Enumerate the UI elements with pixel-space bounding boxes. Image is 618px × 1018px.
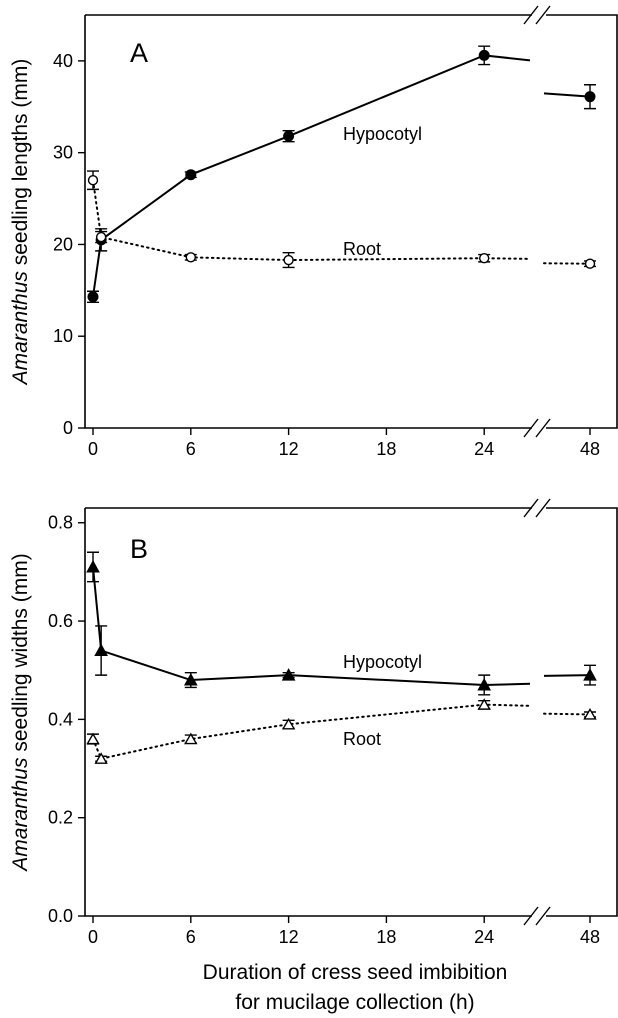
data-point [584,91,596,103]
y-tick-label: 40 [53,51,73,71]
y-axis-title: Amaranthus seedling lengths (mm) [9,59,32,387]
x-axis-title-line-2: for mucilage collection (h) [235,991,474,1014]
series-label-root: Root [343,239,381,259]
data-point [87,174,99,186]
data-point [478,49,490,61]
y-axis-title-genus: Amaranthus [9,757,32,873]
data-point [584,258,596,269]
data-point [87,291,99,303]
x-tick-label: 0 [88,927,98,947]
y-tick-label: 0.6 [48,611,73,631]
x-tick-label: 6 [186,439,196,459]
x-tick-label: 0 [88,439,98,459]
x-tick-label: 24 [474,439,494,459]
series-line-hypocotyl [92,54,531,297]
panel-label: B [130,534,148,564]
data-point [477,698,491,710]
data-point [185,169,197,181]
x-tick-label: 18 [376,439,396,459]
series-line-root [92,179,531,262]
series-label-root: Root [343,729,381,749]
x-tick-label: 48 [580,439,600,459]
y-tick-label: 30 [53,143,73,163]
data-point [281,668,296,681]
x-tick-label: 6 [186,927,196,947]
y-tick-label: 0 [63,418,73,438]
data-point [183,673,198,686]
y-tick-label: 10 [53,326,73,346]
series-line-hypocotyl [543,92,591,98]
x-axis-title-line-1: Duration of cress seed imbibition [203,961,508,984]
axis-break-mark-bottom [535,418,551,438]
x-tick-label: 18 [376,927,396,947]
data-point [283,254,294,266]
series-line-hypocotyl [543,674,591,677]
data-point [281,717,296,730]
y-axis-title-genus: Amaranthus [9,271,32,387]
series-label-hypocotyl: Hypocotyl [343,652,422,672]
data-point [185,252,197,263]
axis-break-mark-bottom [535,906,551,926]
x-tick-label: 12 [279,927,299,947]
axis-break-mark-top [523,498,539,518]
x-tick-label: 48 [580,927,600,947]
y-tick-label: 0.0 [48,906,73,926]
data-point [583,668,597,681]
series-line-root [92,703,531,760]
y-tick-label: 0.4 [48,709,73,729]
data-point [477,677,492,691]
axes-frame [84,507,618,917]
panel-b-chart: 0 6 12 18 24 48 0.0 0.2 0.4 0.6 0.8 Amaranthus seed… [9,498,618,947]
y-axis-title-rest: seedling widths (mm) [9,553,32,757]
data-point [583,708,597,720]
x-tick-label: 12 [279,439,299,459]
axis-break-mark-bottom [523,418,539,438]
series-label-hypocotyl: Hypocotyl [343,124,422,144]
data-point [95,231,107,243]
axis-break-mark-top [535,5,551,25]
x-tick-label: 24 [474,927,494,947]
axis-break-mark-top [535,498,551,518]
data-point [94,752,108,764]
data-point [283,130,295,142]
data-point [94,643,108,657]
y-tick-label: 0.8 [48,513,73,533]
data-point [479,253,490,264]
axis-break-mark-bottom [523,906,539,926]
y-tick-label: 0.2 [48,808,73,828]
axis-break-mark-top [523,5,539,25]
panel-a-chart: 0 6 12 18 24 48 0 10 20 30 40 Amaranthus seedling l… [9,5,618,459]
y-axis-title: Amaranthus seedling widths (mm) [9,553,32,872]
series-line-hypocotyl [92,566,531,686]
y-axis-title-rest: seedling lengths (mm) [9,59,32,271]
data-point [86,559,100,573]
data-point [86,732,100,745]
axes-frame [84,14,618,429]
panel-label: A [130,38,148,68]
y-tick-label: 20 [53,234,73,254]
series-line-root [543,712,591,716]
data-point [184,732,198,745]
